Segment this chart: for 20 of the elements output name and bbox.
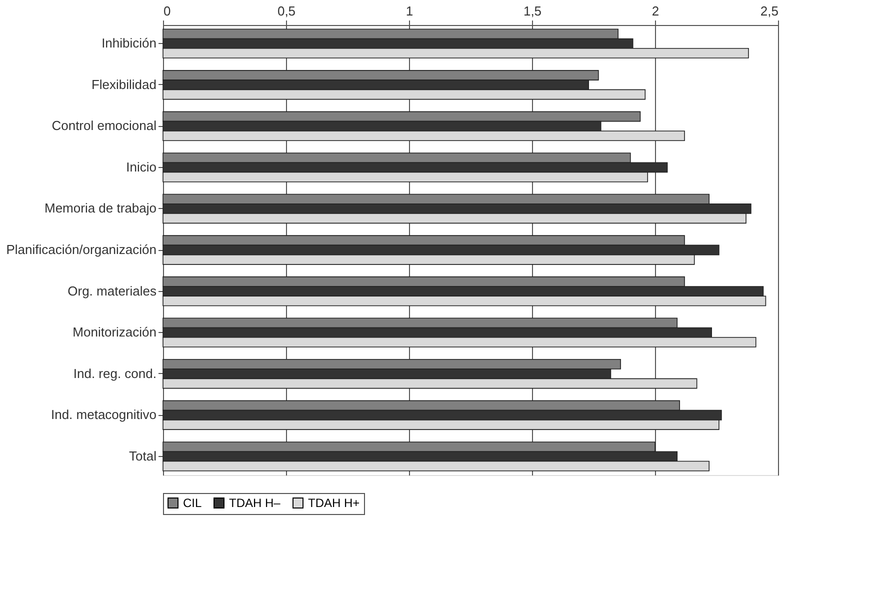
x-tick-label: 0,5 [277, 4, 296, 18]
y-tick-label: Control emocional [52, 118, 157, 134]
y-tick-label: Ind. metacognitivo [50, 407, 156, 422]
y-tick-label: Flexibilidad [91, 76, 156, 92]
x-tick-label: 2 [652, 4, 660, 18]
y-tick-label: Memoria de trabajo [44, 200, 156, 216]
y-tick-label: Monitorización [72, 324, 156, 340]
legend-label: TDAH H– [229, 496, 281, 510]
y-tick-label: Planificación/organización [6, 242, 156, 257]
legend-label: TDAH H+ [308, 496, 360, 510]
x-tick-label: 1 [406, 4, 414, 18]
y-tick-label: Inhibición [102, 36, 156, 51]
y-tick-label: Ind. reg. cond. [73, 366, 156, 381]
x-tick-label: 0 [164, 4, 171, 18]
legend-label: CIL [183, 496, 202, 510]
y-tick-label: Total [129, 448, 157, 464]
y-tick-label: Org. materiales [68, 283, 157, 298]
y-tick-label: Inicio [126, 159, 156, 174]
x-tick-label: 1,5 [523, 4, 542, 18]
x-tick-label: 2,5 [760, 4, 778, 18]
